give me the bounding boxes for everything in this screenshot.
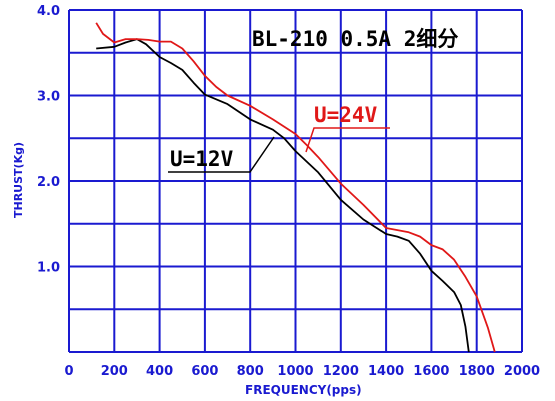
annotation-12v: U=12V [168,136,275,173]
chart-title: BL-210 0.5A 2细分 [252,27,458,51]
y-tick-label: 1.0 [37,261,60,276]
x-tick-label: 800 [237,364,264,379]
grid [68,9,523,353]
annotation-24v-label: U=24V [314,103,378,127]
y-tick-label: 2.0 [37,175,60,190]
annotation-12v-label: U=12V [170,147,234,171]
x-tick-label: 200 [101,364,128,379]
annotation-24v: U=24V [305,103,390,153]
tick-labels: 0 200 400 600 800 1000 1200 1400 1600 1800 2000 1.0… [37,4,540,379]
x-tick-label: 600 [191,364,218,379]
x-tick-label: 1200 [323,364,359,379]
x-tick-label: 1600 [413,364,449,379]
x-tick-label: 1800 [459,364,495,379]
x-tick-label: 400 [146,364,173,379]
x-tick-label: 1400 [368,364,404,379]
y-tick-label: 4.0 [37,4,60,19]
x-tick-label: 2000 [504,364,540,379]
y-axis-title: THRUST(Kg) [12,142,25,218]
y-tick-label: 3.0 [37,90,60,105]
x-tick-label: 0 [64,364,73,379]
series-line-24v [95,22,496,353]
x-tick-label: 1000 [277,364,313,379]
x-axis-title: FREQUENCY(pps) [245,383,362,397]
series-line-12v [96,38,470,353]
series-lines [95,22,496,353]
